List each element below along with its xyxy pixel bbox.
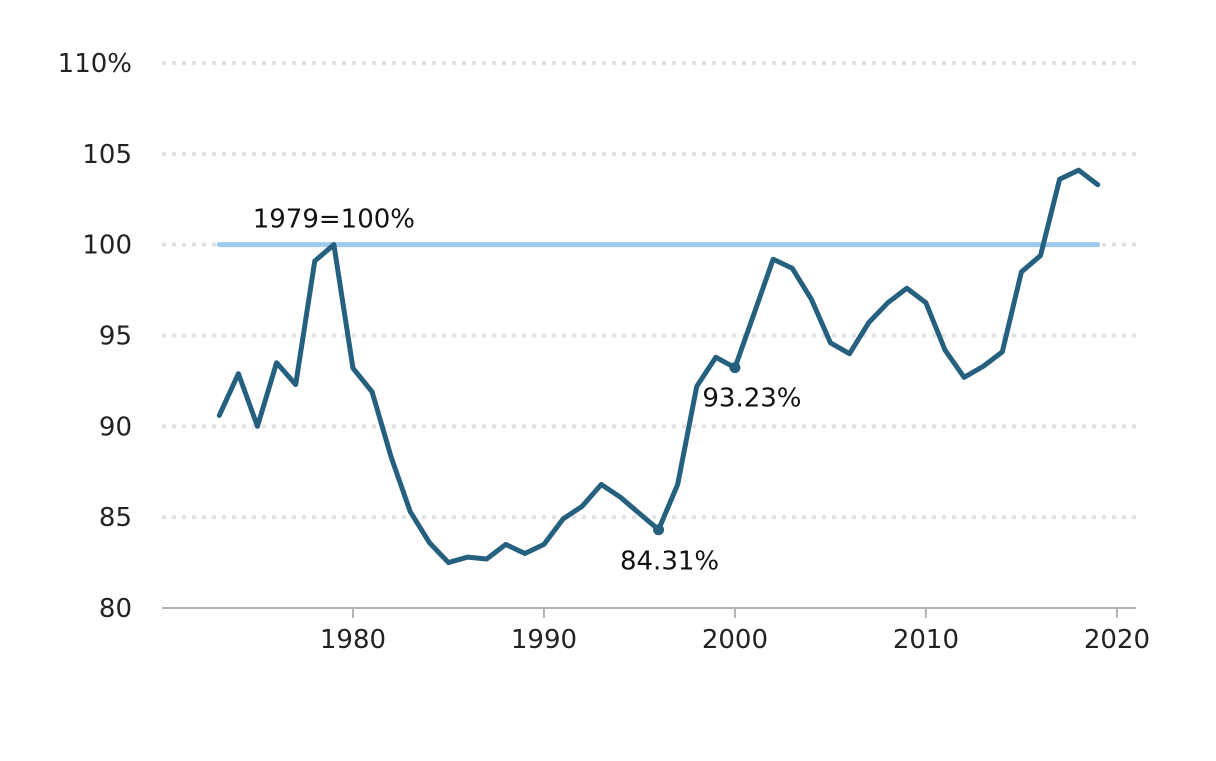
y-tick-label: 100 <box>82 231 132 261</box>
x-tick-label: 1990 <box>511 625 577 655</box>
annotation-label: 1979=100% <box>253 205 415 235</box>
y-tick-label: 85 <box>99 503 132 533</box>
annotation-label: 93.23% <box>702 384 801 414</box>
annotation-marker <box>653 524 665 536</box>
annotation-marker <box>729 362 741 374</box>
y-tick-label: 105 <box>82 140 132 170</box>
x-tick-label: 2000 <box>702 625 768 655</box>
annotations: 1979=100% 93.23% 84.31% <box>253 205 802 577</box>
y-tick-label: 95 <box>99 322 132 352</box>
y-tick-label: 110% <box>58 49 132 79</box>
y-tick-labels: 80 85 90 95 100 105 110% <box>58 49 132 624</box>
x-tick-label: 2020 <box>1084 625 1150 655</box>
y-tick-label: 80 <box>99 594 132 624</box>
x-tick-label: 2010 <box>893 625 959 655</box>
x-tick-labels: 1980 1990 2000 2010 2020 <box>320 608 1150 655</box>
annotation-label: 84.31% <box>620 547 719 577</box>
y-tick-label: 90 <box>99 412 132 442</box>
x-tick-label: 1980 <box>320 625 386 655</box>
